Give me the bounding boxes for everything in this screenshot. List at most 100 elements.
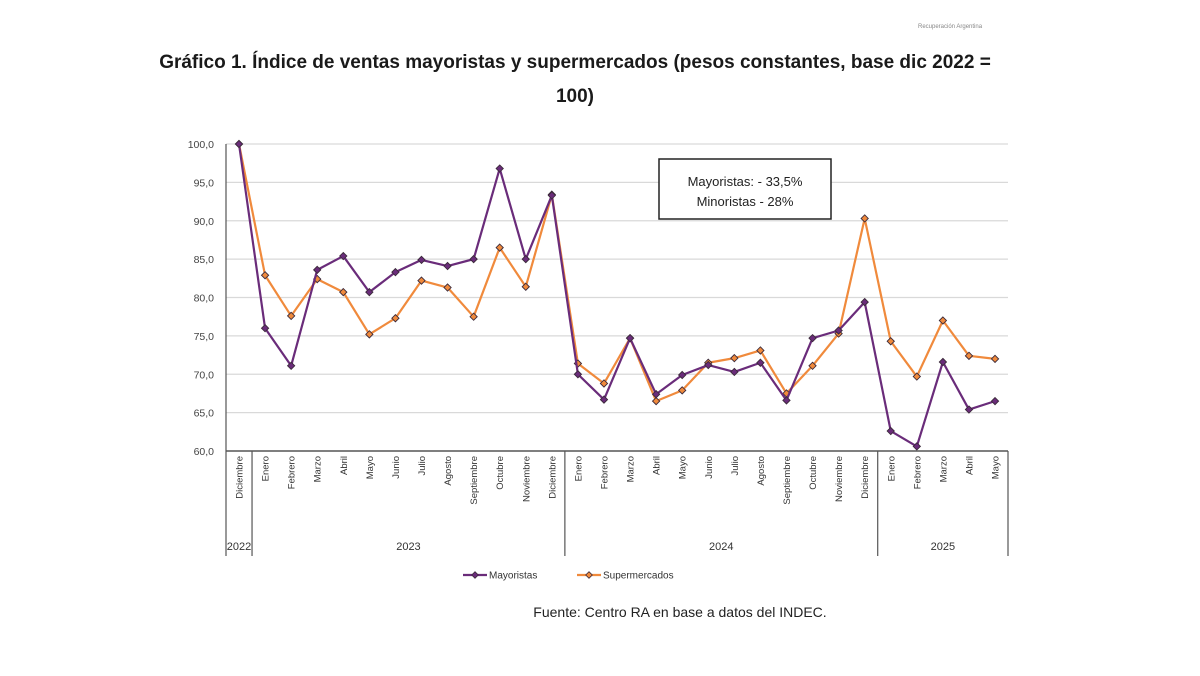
- x-tick-label: Enero: [573, 456, 584, 481]
- data-point: [756, 358, 765, 367]
- watermark: Recuperación Argentina: [918, 24, 983, 30]
- data-point: [286, 361, 296, 371]
- data-point: [860, 297, 869, 307]
- series-supermercados: [234, 139, 1000, 406]
- annotation-frame: [658, 158, 832, 220]
- data-point: [391, 313, 400, 323]
- data-point: [521, 254, 531, 264]
- data-point: [886, 337, 895, 346]
- data-point: [365, 287, 374, 297]
- annotation-line: Mayoristas: - 33,5%: [688, 174, 803, 189]
- data-point: [730, 367, 739, 377]
- x-tick-label: Diciembre: [235, 456, 246, 499]
- legend-item-mayoristas: Mayoristas: [463, 571, 537, 582]
- x-tick-label: Febrero: [912, 456, 923, 489]
- data-point: [860, 214, 869, 223]
- data-point: [339, 251, 348, 261]
- legend-label: Mayoristas: [489, 571, 537, 582]
- data-point: [964, 351, 974, 361]
- x-tick-label: Septiembre: [782, 456, 793, 505]
- y-tick-label: 70,0: [194, 369, 215, 381]
- y-tick-label: 65,0: [194, 408, 215, 420]
- data-point: [886, 426, 895, 436]
- data-point: [651, 389, 661, 399]
- x-tick-label: Febrero: [287, 456, 298, 489]
- series-mayoristas: [234, 139, 1000, 451]
- data-point: [651, 396, 661, 406]
- data-point: [756, 346, 765, 355]
- data-point: [260, 271, 270, 280]
- data-point: [286, 311, 296, 321]
- source-note: Fuente: Centro RA en base a datos del IN…: [533, 604, 827, 620]
- annotation-box: Mayoristas: - 33,5% Minoristas - 28%: [658, 158, 832, 220]
- y-tick-label: 100,0: [188, 139, 214, 151]
- data-point: [808, 333, 817, 343]
- data-point: [599, 395, 609, 404]
- y-tick-label: 85,0: [194, 254, 215, 266]
- x-tick-label: Febrero: [599, 456, 610, 489]
- x-tick-label: Julio: [417, 456, 428, 476]
- data-point: [730, 353, 739, 363]
- data-point: [495, 164, 504, 173]
- data-point: [938, 357, 948, 367]
- x-tick-label: Enero: [886, 456, 897, 481]
- x-tick-label: Agosto: [443, 456, 454, 486]
- data-point: [704, 360, 713, 370]
- data-point: [234, 139, 244, 149]
- data-point: [547, 191, 557, 200]
- data-point: [469, 254, 478, 264]
- data-point: [312, 265, 322, 275]
- y-tick-label: 90,0: [194, 216, 215, 228]
- gridlines: [226, 143, 1008, 414]
- x-tick-label: Enero: [261, 456, 272, 481]
- x-tick-label: Mayo: [365, 456, 376, 479]
- x-tick-label: Marzo: [938, 456, 949, 482]
- y-tick-label: 95,0: [194, 177, 215, 189]
- legend-marker: [585, 571, 593, 579]
- year-label: 2024: [709, 541, 733, 553]
- x-tick-label: Octubre: [808, 456, 819, 490]
- data-point: [677, 370, 687, 380]
- x-tick-label: Abril: [964, 456, 975, 475]
- legend-label: Supermercados: [603, 571, 674, 582]
- year-label: 2022: [227, 541, 251, 553]
- series-line: [237, 143, 996, 448]
- data-point: [677, 386, 687, 395]
- data-point: [625, 333, 635, 343]
- data-point: [417, 255, 426, 265]
- x-tick-label: Mayo: [678, 456, 689, 479]
- series-group: [234, 139, 1000, 451]
- x-tick-label: Abril: [652, 456, 663, 475]
- x-tick-label: Diciembre: [860, 456, 871, 499]
- data-point: [260, 323, 270, 333]
- x-tick-label: Abril: [339, 456, 350, 475]
- data-point: [417, 276, 426, 285]
- data-point: [938, 316, 948, 325]
- y-tick-label: 80,0: [194, 293, 215, 305]
- data-point: [964, 405, 974, 414]
- data-point: [834, 326, 843, 335]
- data-point: [495, 243, 504, 252]
- data-point: [391, 267, 400, 277]
- x-tick-label: Junio: [704, 456, 715, 479]
- x-tick-label: Marzo: [626, 456, 637, 482]
- data-point: [573, 370, 583, 379]
- data-point: [782, 396, 791, 405]
- x-tick-label: Julio: [730, 456, 741, 476]
- annotation-line: Minoristas - 28%: [697, 194, 794, 209]
- x-tick-label: Mayo: [991, 456, 1002, 479]
- y-tick-label: 60,0: [194, 446, 215, 458]
- data-point: [990, 396, 1000, 406]
- x-tick-label: Septiembre: [469, 456, 480, 505]
- x-tick-label: Junio: [391, 456, 402, 479]
- x-tick-label: Octubre: [495, 456, 506, 490]
- legend-marker: [471, 571, 479, 579]
- data-point: [599, 379, 609, 388]
- x-tick-label: Diciembre: [547, 456, 558, 499]
- data-point: [912, 442, 922, 451]
- year-label: 2025: [931, 541, 955, 553]
- legend: Mayoristas Supermercados: [463, 571, 674, 582]
- data-point: [521, 282, 531, 291]
- x-tick-label: Agosto: [756, 456, 767, 486]
- data-point: [808, 361, 817, 371]
